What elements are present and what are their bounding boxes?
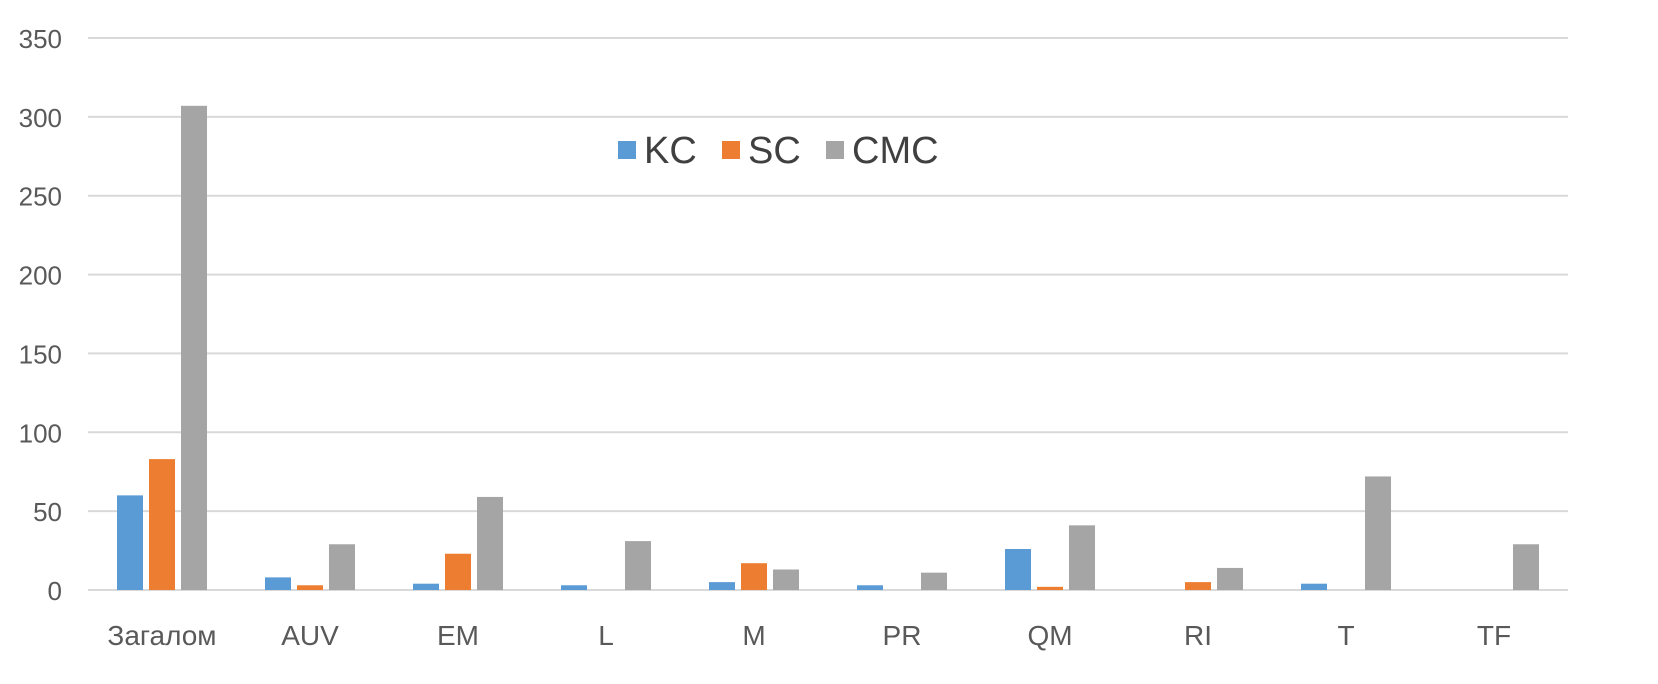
legend-label-cmc: CMC (852, 130, 939, 172)
bar-cmc-8 (1365, 476, 1391, 590)
bar-kc-4 (709, 582, 735, 590)
bar-cmc-5 (921, 572, 947, 590)
y-tick-label: 0 (48, 576, 62, 606)
y-tick-label: 200 (19, 261, 62, 291)
bar-cmc-1 (329, 544, 355, 590)
x-tick-label: T (1337, 620, 1354, 651)
bar-sc-2 (445, 553, 471, 590)
y-tick-label: 300 (19, 103, 62, 133)
y-tick-label: 150 (19, 339, 62, 369)
bar-kc-5 (857, 585, 883, 590)
legend-label-kc: KC (644, 130, 697, 172)
bar-kc-8 (1301, 583, 1327, 590)
x-axis-ticks: Загалом AUV EM L M PR QM RI T TF (107, 620, 1511, 651)
x-tick-label: QM (1027, 620, 1072, 651)
legend-swatch-sc (722, 141, 740, 159)
bar-cmc-2 (477, 496, 503, 590)
bar-sc-4 (741, 563, 767, 590)
bar-sc-0 (149, 459, 175, 590)
x-tick-label: RI (1184, 620, 1212, 651)
bar-sc-1 (297, 585, 323, 590)
bar-cmc-7 (1217, 567, 1243, 590)
bar-cmc-9 (1513, 544, 1539, 590)
bar-sc-7 (1185, 582, 1211, 590)
x-tick-label: TF (1477, 620, 1511, 651)
gridlines (88, 37, 1568, 591)
legend: KC SC CMC (618, 130, 939, 172)
bar-cmc-6 (1069, 525, 1095, 590)
x-tick-label: L (598, 620, 614, 651)
y-tick-label: 50 (33, 497, 62, 527)
bar-kc-6 (1005, 548, 1031, 590)
bar-sc-6 (1037, 586, 1063, 590)
y-tick-label: 250 (19, 182, 62, 212)
bar-kc-1 (265, 577, 291, 590)
bar-kc-2 (413, 583, 439, 590)
bar-kc-3 (561, 585, 587, 590)
x-tick-label: M (742, 620, 765, 651)
x-tick-label: PR (883, 620, 922, 651)
y-tick-label: 350 (19, 24, 62, 54)
legend-swatch-cmc (826, 141, 844, 159)
bar-cmc-3 (625, 541, 651, 590)
bars (117, 105, 1539, 591)
bar-kc-0 (117, 495, 143, 590)
x-tick-label: AUV (281, 620, 339, 651)
x-tick-label: Загалом (107, 620, 216, 651)
bar-cmc-0 (181, 105, 207, 591)
legend-label-sc: SC (748, 130, 801, 172)
x-tick-label: EM (437, 620, 479, 651)
bar-cmc-4 (773, 569, 799, 590)
legend-swatch-kc (618, 141, 636, 159)
y-tick-label: 100 (19, 418, 62, 448)
y-axis-ticks: 0 50 100 150 200 250 300 350 (19, 24, 62, 606)
